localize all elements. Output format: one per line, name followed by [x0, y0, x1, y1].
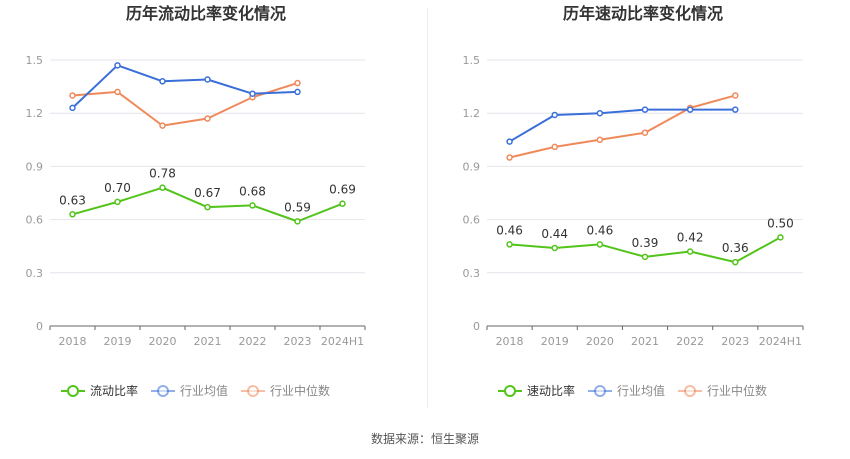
- x-tick-label: 2022: [239, 335, 267, 348]
- data-point: [596, 241, 604, 248]
- data-point: [114, 62, 121, 69]
- data-point: [732, 258, 739, 266]
- legend-swatch-marker: [594, 385, 606, 397]
- x-tick-label: 2023: [284, 335, 312, 348]
- data-point: [641, 253, 649, 261]
- data-label: 0.78: [149, 167, 176, 181]
- data-label: 0.39: [632, 236, 659, 250]
- data-point: [596, 136, 604, 144]
- data-label: 0.70: [104, 181, 131, 195]
- data-point: [551, 244, 558, 252]
- data-point: [249, 90, 256, 97]
- panel-divider: [427, 8, 428, 408]
- y-tick-label: 1.5: [26, 54, 44, 67]
- data-point: [204, 115, 211, 122]
- data-label: 0.44: [541, 227, 568, 241]
- data-point: [551, 143, 558, 151]
- data-label: 0.63: [59, 193, 86, 207]
- data-point: [249, 202, 256, 209]
- data-label: 0.36: [722, 241, 749, 255]
- y-tick-label: 0.6: [463, 214, 481, 227]
- y-tick-label: 0: [473, 320, 480, 333]
- data-point: [294, 218, 301, 225]
- data-point: [732, 92, 739, 99]
- data-point: [159, 78, 166, 85]
- x-tick-label: 2021: [194, 335, 222, 348]
- data-point: [686, 106, 694, 113]
- y-tick-label: 0.3: [463, 267, 481, 280]
- x-tick-label: 2018: [59, 335, 87, 348]
- x-tick-label: 2023: [721, 335, 749, 348]
- x-tick-label: 2024H1: [759, 335, 802, 348]
- y-tick-label: 1.2: [26, 107, 44, 120]
- series-line: [509, 94, 736, 159]
- y-tick-label: 0.9: [26, 160, 44, 173]
- data-point: [506, 154, 513, 161]
- x-tick-label: 2022: [676, 335, 704, 348]
- chart-title-2: 历年速动比率变化情况: [563, 4, 723, 23]
- data-point: [641, 106, 649, 113]
- y-tick-label: 1.2: [463, 107, 481, 120]
- x-tick-label: 2024H1: [321, 335, 364, 348]
- legend-label: 速动比率: [527, 383, 575, 398]
- x-tick-label: 2018: [496, 335, 524, 348]
- data-point: [596, 109, 604, 117]
- legend-swatch-marker: [67, 385, 79, 397]
- data-label: 0.50: [767, 216, 794, 230]
- legend-label: 行业中位数: [270, 383, 330, 398]
- x-tick-label: 2020: [149, 335, 177, 348]
- y-tick-label: 0.3: [26, 267, 44, 280]
- data-point: [686, 248, 694, 255]
- data-point: [69, 211, 76, 218]
- y-tick-label: 0: [36, 320, 43, 333]
- legend-swatch-marker: [247, 385, 259, 397]
- legend-swatch-marker: [684, 385, 696, 397]
- y-tick-label: 0.6: [26, 214, 44, 227]
- data-point: [114, 198, 121, 206]
- legend-label: 行业均值: [617, 383, 665, 398]
- data-label: 0.68: [239, 184, 266, 198]
- data-point: [294, 79, 301, 87]
- series-line: [509, 108, 736, 143]
- legend-label: 流动比率: [90, 383, 138, 398]
- data-source-note: 数据来源：恒生聚源: [370, 432, 479, 446]
- x-tick-label: 2019: [541, 335, 569, 348]
- x-tick-label: 2021: [631, 335, 659, 348]
- data-point: [506, 138, 513, 145]
- legend-swatch-marker: [504, 385, 516, 397]
- data-label: 0.59: [284, 200, 311, 214]
- legend-label: 行业中位数: [707, 383, 767, 398]
- data-point: [159, 184, 166, 191]
- legend-swatch-marker: [157, 385, 169, 397]
- data-label: 0.42: [677, 231, 704, 245]
- x-tick-label: 2019: [104, 335, 132, 348]
- x-tick-label: 2020: [586, 335, 614, 348]
- data-label: 0.69: [329, 183, 356, 197]
- data-point: [114, 88, 121, 96]
- data-point: [69, 104, 76, 112]
- data-point: [551, 111, 558, 119]
- data-point: [204, 203, 211, 211]
- legend-label: 行业均值: [180, 383, 228, 398]
- data-label: 0.67: [194, 186, 221, 200]
- series-line: [72, 82, 298, 127]
- data-point: [641, 129, 649, 136]
- chart-title-1: 历年流动比率变化情况: [126, 4, 286, 23]
- data-point: [69, 92, 76, 99]
- y-tick-label: 1.5: [463, 54, 481, 67]
- data-point: [159, 122, 166, 129]
- series-line: [71, 64, 298, 109]
- data-point: [777, 234, 784, 241]
- y-tick-label: 0.9: [463, 160, 481, 173]
- data-point: [294, 88, 301, 96]
- charts-canvas: 历年流动比率变化情况 0 0.3 0.6 0.9 1.2 1.5 2018 2019 2020 20…: [26, 4, 804, 398]
- data-point: [204, 76, 211, 83]
- data-point: [339, 200, 346, 207]
- data-point: [506, 241, 513, 248]
- data-label: 0.46: [496, 223, 523, 237]
- data-label: 0.46: [586, 223, 613, 237]
- data-point: [732, 106, 739, 113]
